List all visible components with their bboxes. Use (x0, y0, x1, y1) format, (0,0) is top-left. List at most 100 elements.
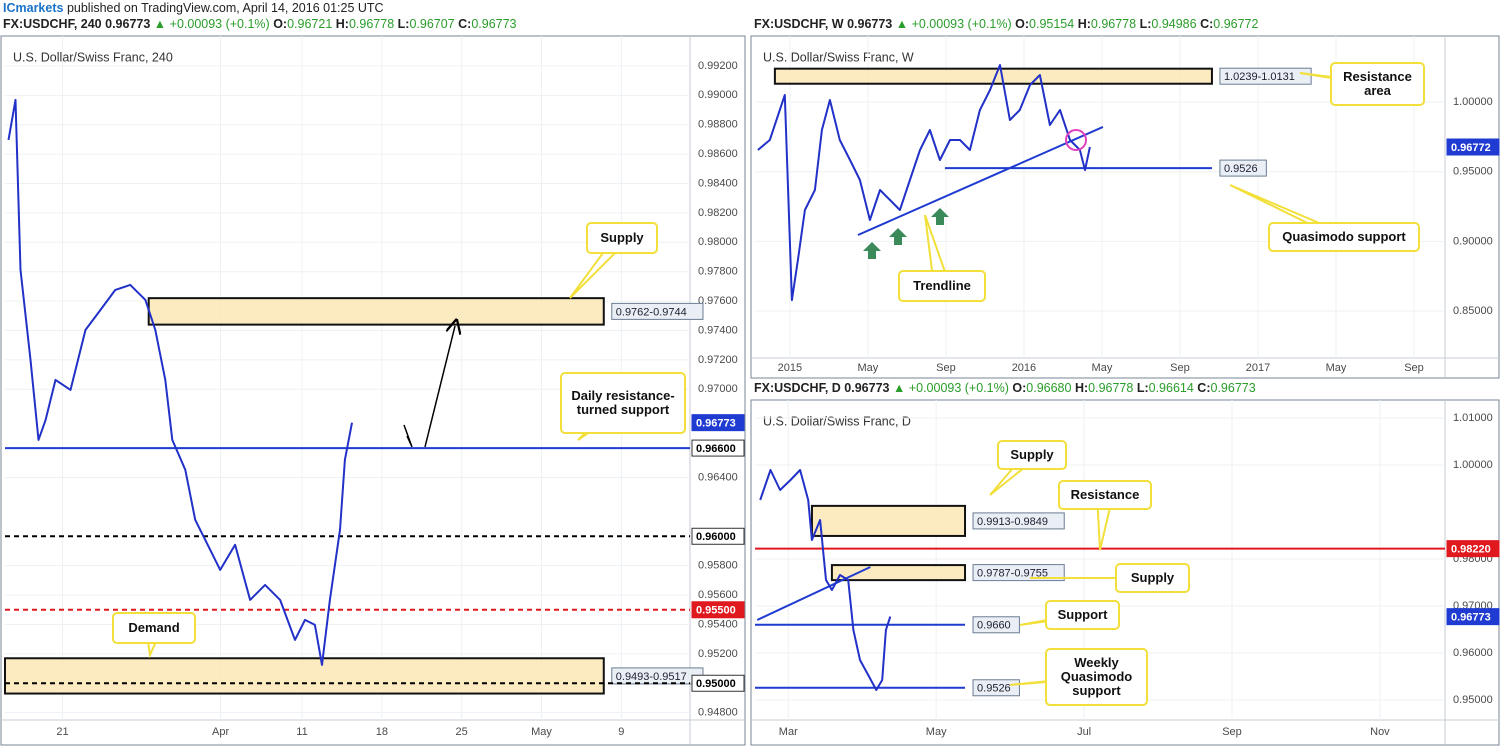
callout: Trendline (898, 270, 986, 302)
x-tick-label: 25 (456, 726, 468, 738)
symbol: FX:USDCHF, W (754, 17, 844, 31)
price-label-box (691, 674, 745, 692)
callout: Resistance (1058, 480, 1152, 510)
y-tick-label: 0.98000 (698, 236, 738, 248)
zone-label-box (1219, 67, 1312, 85)
chart-title: U.S. Dollar/Swiss Franc, D (763, 414, 911, 428)
price-label-box (691, 527, 745, 545)
price-label-box (691, 414, 745, 432)
panel: U.S. Dollar/Swiss Franc, W 1.00000 0.95000… (750, 35, 1500, 379)
chart-title: U.S. Dollar/Swiss Franc, W (763, 50, 914, 64)
last-price: 0.96773 (847, 17, 893, 31)
change: +0.00093 (+0.1%) (908, 381, 1009, 395)
ohlc-key: H: (335, 17, 349, 31)
publish-text: published on TradingView.com, April 14, … (66, 1, 384, 15)
zone (830, 564, 967, 582)
symbol: FX:USDCHF, 240 (3, 17, 102, 31)
panel-header: FX:USDCHF, D 0.96773 ▲ +0.00093 (+0.1%) … (754, 381, 1256, 395)
ohlc-value: 0.96778 (1090, 17, 1137, 31)
y-tick-label: 0.98400 (698, 177, 738, 189)
x-tick-label: May (1092, 362, 1113, 374)
x-tick-label: Sep (1222, 726, 1242, 738)
up-arrow: ▲ (150, 17, 170, 31)
x-tick-label: Apr (212, 726, 229, 738)
x-tick-label: Sep (1170, 362, 1190, 374)
y-tick-label: 0.96400 (698, 471, 738, 483)
level-label-box (972, 679, 1020, 697)
y-tick-label: 0.95400 (698, 618, 738, 630)
x-tick-label: Sep (1404, 362, 1424, 374)
callout: Supply (997, 440, 1067, 470)
price-label-box (691, 601, 745, 619)
price-line (757, 64, 1091, 302)
zone-label: 0.9493-0.9517 (616, 671, 687, 683)
y-tick-label: 0.98200 (698, 207, 738, 219)
level-label: 0.9660 (977, 620, 1011, 632)
price-label: 0.96773 (1451, 612, 1491, 624)
y-tick-label: 1.01000 (1453, 412, 1493, 424)
price-label: 0.95000 (696, 678, 736, 690)
ohlc-value: 0.96778 (348, 17, 395, 31)
x-tick-label: 2015 (778, 362, 802, 374)
highlight-circle (1065, 129, 1087, 151)
change: +0.00093 (+0.1%) (169, 17, 270, 31)
green-arrow (931, 208, 949, 225)
x-tick-label: May (531, 726, 552, 738)
callout: Supply (1115, 563, 1190, 593)
price-label-box (1446, 138, 1500, 156)
ohlc-key: H: (1074, 381, 1089, 395)
x-tick-label: 18 (376, 726, 388, 738)
ohlc-value: 0.94986 (1151, 17, 1197, 31)
chart-title: U.S. Dollar/Swiss Franc, 240 (13, 50, 173, 64)
check-mark (403, 424, 413, 448)
x-tick-label: 2017 (1246, 362, 1270, 374)
panel-header: FX:USDCHF, W 0.96773 ▲ +0.00093 (+0.1%) … (754, 17, 1258, 31)
y-tick-label: 0.99000 (698, 89, 738, 101)
zone-label: 0.9762-0.9744 (616, 306, 687, 318)
trendline (756, 566, 871, 621)
zone (147, 297, 605, 326)
price-label-box (1446, 608, 1500, 626)
ohlc-key: C: (1197, 381, 1211, 395)
price-label-box (691, 439, 745, 457)
move-arrow (424, 326, 455, 448)
ohlc-value: 0.95154 (1029, 17, 1075, 31)
zone (810, 504, 967, 537)
callout: Resistance area (1330, 62, 1425, 106)
x-tick-label: Nov (1370, 726, 1390, 738)
panel-header: FX:USDCHF, 240 0.96773 ▲ +0.00093 (+0.1%… (3, 17, 517, 31)
ohlc-key: C: (458, 17, 472, 31)
zone-label-box (611, 302, 704, 320)
y-tick-label: 0.95000 (1453, 694, 1493, 706)
x-tick-label: Mar (779, 726, 798, 738)
ohlc-value: 0.96721 (287, 17, 333, 31)
price-label: 0.96600 (696, 443, 736, 455)
price-label: 0.96000 (696, 531, 736, 543)
y-tick-label: 0.97200 (698, 354, 738, 366)
zone-label-box (972, 564, 1065, 582)
green-arrow (863, 242, 881, 259)
level-label: 0.9526 (977, 683, 1011, 695)
price-label: 0.96772 (1451, 142, 1491, 154)
price-line (7, 98, 353, 666)
last-price: 0.96773 (844, 381, 890, 395)
y-tick-label: 0.97800 (698, 266, 738, 278)
y-tick-label: 0.85000 (1453, 305, 1493, 317)
ohlc-key: O: (1012, 381, 1027, 395)
y-tick-label: 0.95200 (698, 648, 738, 660)
y-tick-label: 0.97400 (698, 324, 738, 336)
brand[interactable]: ICmarkets (3, 1, 64, 15)
ohlc-value: 0.96773 (471, 17, 517, 31)
price-label: 0.95500 (696, 605, 736, 617)
y-tick-label: 0.90000 (1453, 235, 1493, 247)
callout: Demand (112, 612, 196, 644)
ohlc-key: O: (273, 17, 288, 31)
ohlc-key: L: (1139, 17, 1152, 31)
price-label: 0.98220 (1451, 544, 1491, 556)
last-price: 0.96773 (105, 17, 151, 31)
x-tick-label: 2016 (1012, 362, 1036, 374)
y-tick-label: 0.97000 (698, 383, 738, 395)
callout: Daily resistance-turned support (560, 372, 686, 434)
